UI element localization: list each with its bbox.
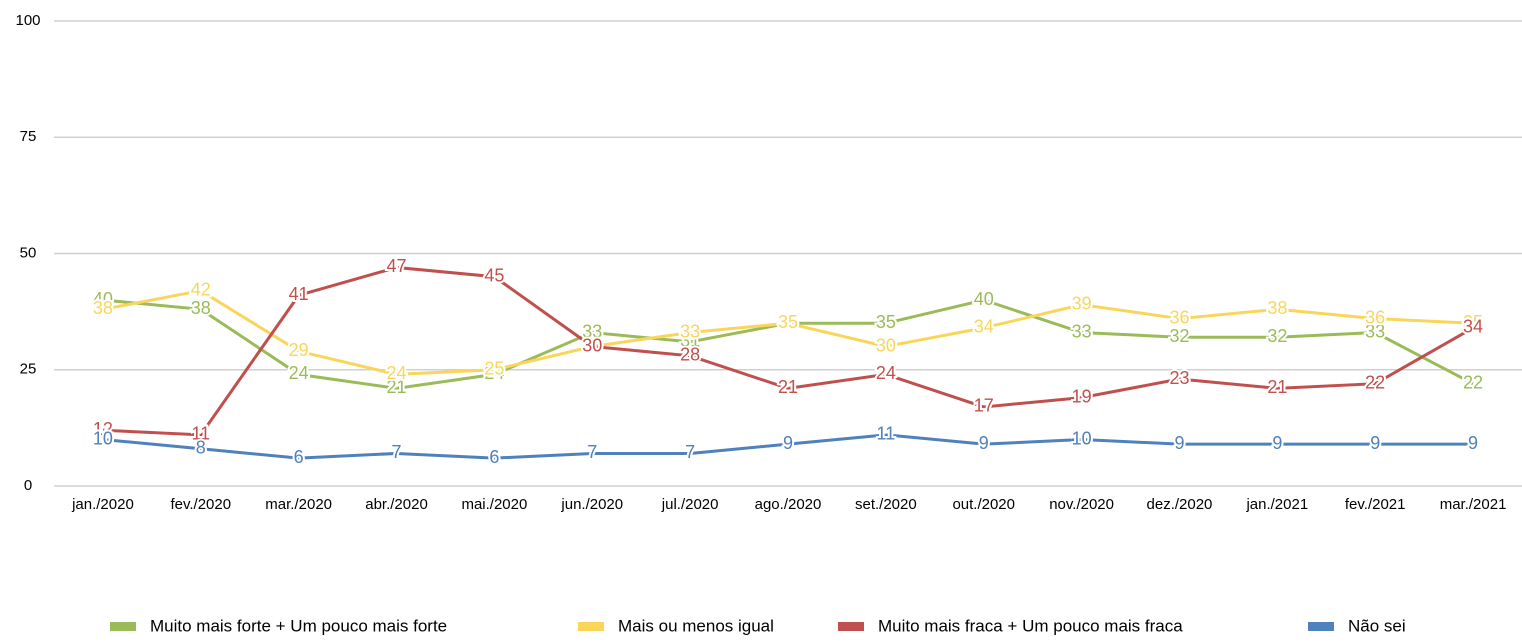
data-label: 9: [1370, 433, 1380, 453]
y-tick-label: 100: [15, 12, 40, 29]
data-label: 17: [974, 396, 994, 416]
data-label: 9: [1272, 433, 1282, 453]
data-label: 11: [191, 424, 210, 444]
x-tick-label: fev./2020: [170, 496, 231, 513]
data-label: 12: [93, 419, 113, 439]
data-label: 7: [392, 442, 402, 462]
data-label: 9: [979, 433, 989, 453]
data-label: 9: [1468, 433, 1478, 453]
data-label: 9: [783, 433, 793, 453]
data-label: 9: [1174, 433, 1184, 453]
data-label: 30: [876, 335, 896, 355]
series-line: [102, 433, 1474, 460]
x-tick-label: mar./2020: [265, 496, 332, 513]
data-label: 24: [387, 363, 407, 383]
data-label: 42: [191, 279, 211, 299]
data-label: 33: [1365, 321, 1385, 341]
x-tick-label: nov./2020: [1049, 496, 1114, 513]
data-label: 21: [387, 377, 407, 397]
data-label: 10: [1072, 428, 1092, 448]
x-tick-label: ago./2020: [755, 496, 822, 513]
data-label: 45: [484, 266, 504, 286]
legend-label: Muito mais fraca + Um pouco mais fraca: [878, 616, 1183, 635]
data-label: 24: [876, 363, 896, 383]
data-label: 30: [582, 335, 602, 355]
data-label: 19: [1072, 386, 1092, 406]
x-tick-label: mai./2020: [461, 496, 527, 513]
legend-swatch: [110, 622, 136, 631]
data-label: 35: [1463, 312, 1483, 332]
data-label: 11: [877, 424, 896, 444]
legend-label: Mais ou menos igual: [618, 616, 774, 635]
data-label: 32: [1169, 326, 1189, 346]
data-label: 7: [685, 442, 695, 462]
data-label: 25: [484, 359, 504, 379]
series-line: [102, 265, 1474, 437]
data-label: 7: [587, 442, 597, 462]
data-label: 24: [484, 363, 504, 383]
y-tick-label: 25: [20, 361, 37, 378]
data-label: 22: [1365, 372, 1385, 392]
data-label: 38: [1267, 298, 1287, 318]
legend-swatch: [838, 622, 864, 631]
data-label: 28: [680, 345, 700, 365]
data-label: 22: [1463, 372, 1483, 392]
data-label: 33: [582, 321, 602, 341]
data-label: 38: [93, 298, 113, 318]
x-tick-label: jul./2020: [661, 496, 719, 513]
data-label: 35: [778, 312, 798, 332]
x-tick-label: abr./2020: [365, 496, 428, 513]
data-label: 21: [1267, 377, 1287, 397]
data-label: 33: [680, 321, 700, 341]
y-tick-label: 50: [20, 244, 37, 261]
x-tick-label: fev./2021: [1345, 496, 1406, 513]
data-label: 6: [489, 447, 499, 467]
data-label: 41: [289, 284, 309, 304]
x-tick-label: jun./2020: [560, 496, 623, 513]
legend-label: Não sei: [1348, 616, 1406, 635]
series-line: [102, 289, 1474, 376]
data-label: 39: [1072, 293, 1092, 313]
data-label: 33: [1072, 321, 1092, 341]
x-tick-label: jan./2020: [71, 496, 134, 513]
data-label: 8: [196, 438, 206, 458]
data-label: 35: [778, 312, 798, 332]
data-label: 24: [289, 363, 309, 383]
data-label: 36: [1365, 307, 1385, 327]
x-tick-label: mar./2021: [1440, 496, 1507, 513]
y-tick-label: 75: [20, 128, 37, 145]
data-label: 29: [289, 340, 309, 360]
x-tick-label: jan./2021: [1245, 496, 1308, 513]
x-tick-label: dez./2020: [1147, 496, 1213, 513]
data-label: 31: [680, 331, 700, 351]
data-label: 38: [191, 298, 211, 318]
data-label: 10: [93, 428, 113, 448]
data-label: 36: [1169, 307, 1189, 327]
legend-swatch: [1308, 622, 1334, 631]
data-label: 47: [387, 256, 407, 276]
legend-swatch: [578, 622, 604, 631]
data-label: 40: [974, 289, 994, 309]
data-label: 6: [294, 447, 304, 467]
data-label: 40: [93, 289, 113, 309]
data-label: 23: [1169, 368, 1189, 388]
legend-label: Muito mais forte + Um pouco mais forte: [150, 616, 447, 635]
data-label: 34: [974, 317, 994, 337]
y-tick-label: 0: [24, 477, 32, 494]
data-label: 35: [876, 312, 896, 332]
data-label: 34: [1463, 317, 1483, 337]
data-label: 32: [1267, 326, 1287, 346]
data-label: 30: [582, 335, 602, 355]
x-tick-label: out./2020: [952, 496, 1015, 513]
x-tick-label: set./2020: [855, 496, 917, 513]
data-label: 21: [778, 377, 798, 397]
